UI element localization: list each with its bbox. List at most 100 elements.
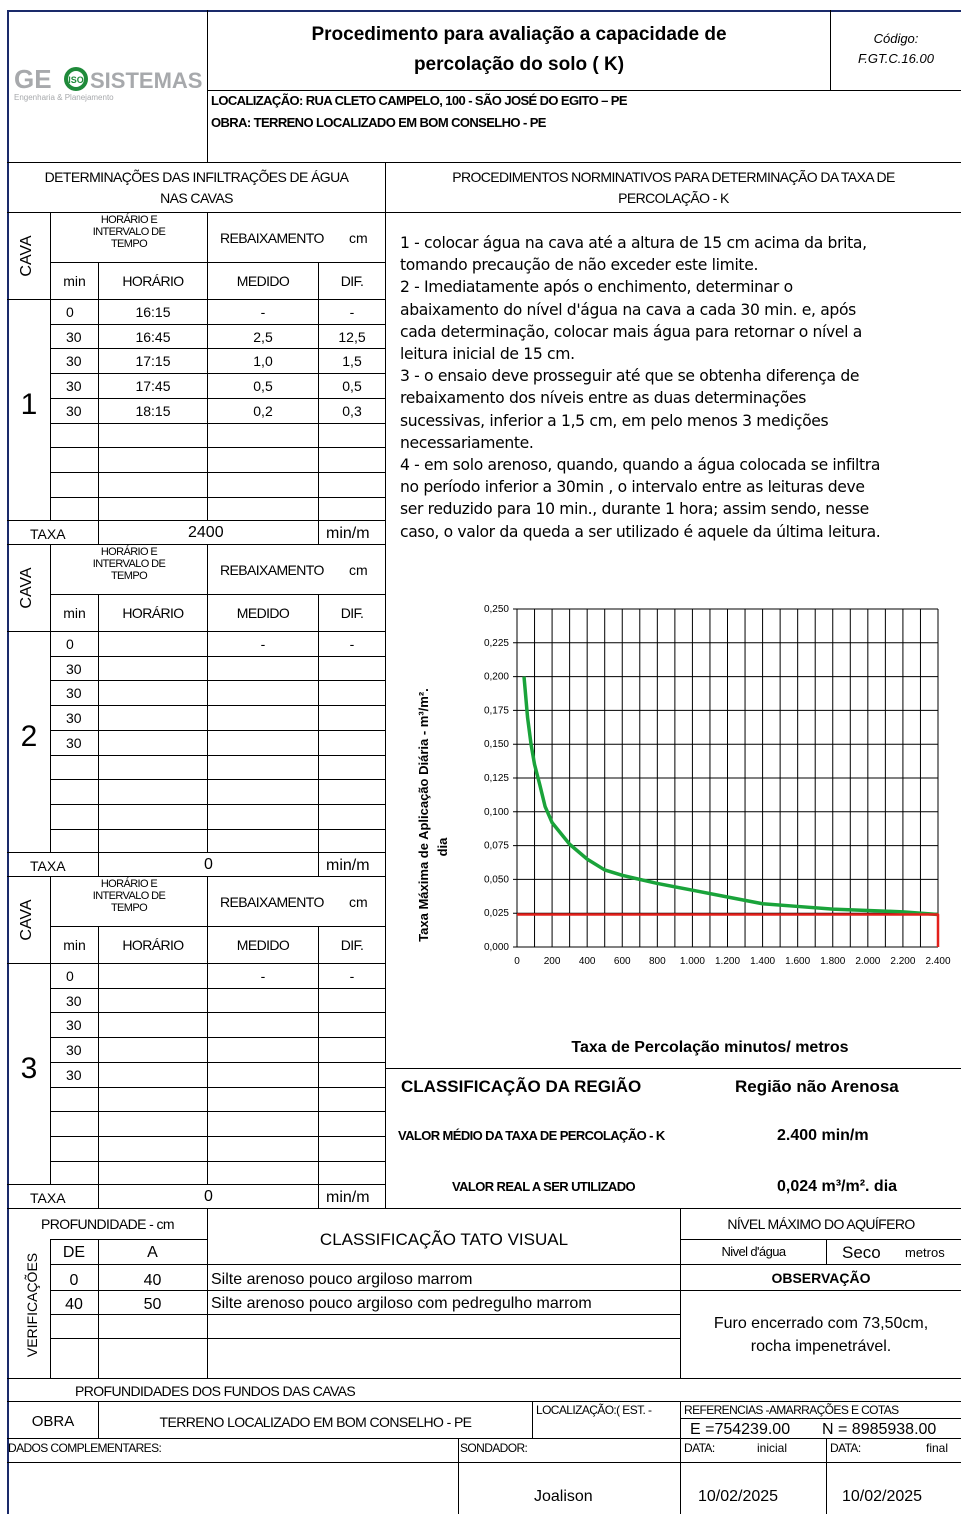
dados-complementares: DADOS COMPLEMENTARES: xyxy=(8,1441,162,1455)
cava1-hi-line2: INTERVALO DE xyxy=(92,226,166,238)
cava2-cava-number: 2 xyxy=(20,720,38,753)
x-tick-label: 600 xyxy=(614,956,631,967)
cava2-row-line xyxy=(50,829,385,830)
top-border xyxy=(7,10,961,12)
cava3-taxa-value: 0 xyxy=(204,1188,213,1205)
y-tick-label: 0,250 xyxy=(484,604,509,615)
x-tick-label: 1.800 xyxy=(820,956,845,967)
procedure-line: 2 - Imediatamente após o enchimento, det… xyxy=(400,278,793,297)
left-header-line1: DETERMINAÇÕES DAS INFILTRAÇÕES DE ÁGUA xyxy=(44,169,349,185)
cava3-row-min: 30 xyxy=(66,1067,82,1083)
cava1-row-horario: 16:45 xyxy=(135,329,171,345)
observacao-header: OBSERVAÇÃO xyxy=(771,1270,871,1286)
data-inicial-value: 10/02/2025 xyxy=(698,1488,779,1505)
cava1-rebaixamento-label: REBAIXAMENTO xyxy=(220,230,324,246)
cava3-cava-number: 3 xyxy=(20,1052,38,1085)
footer-obra-value: TERRENO LOCALIZADO EM BOM CONSELHO - PE xyxy=(159,1414,472,1430)
procedure-line: caso, o valor da queda a ser utilizado é… xyxy=(400,522,881,541)
cava2-row-line xyxy=(50,779,385,780)
cava2-medido-header: MEDIDO xyxy=(236,605,290,621)
cava2-row-line xyxy=(50,730,385,731)
cava3-taxa-label: TAXA xyxy=(30,1190,66,1206)
cava3-hdr-divider xyxy=(50,926,385,927)
cava2-v-cava xyxy=(50,544,51,852)
cava1-row-horario: 17:15 xyxy=(135,353,171,369)
sondador-value: Joalison xyxy=(534,1488,593,1505)
sondador-label: SONDADOR: xyxy=(460,1441,528,1455)
cava1-v-horario xyxy=(207,212,208,520)
cava2-taxa-unit: min/m xyxy=(326,857,370,874)
cava1-hi-line1: HORÁRIO E xyxy=(100,214,158,226)
verificacoes-side-label: VERIFICAÇÕES xyxy=(24,1252,40,1358)
cava3-row-min: 30 xyxy=(66,993,82,1009)
cava3-row-line xyxy=(50,1012,385,1013)
procedure-line: 4 - em solo arenoso, quando, quando a ág… xyxy=(400,456,881,475)
cava2-row-line xyxy=(50,656,385,657)
valor-real-label: VALOR REAL A SER UTILIZADO xyxy=(452,1179,636,1194)
x-tick-label: 200 xyxy=(544,956,561,967)
y-tick-label: 0,175 xyxy=(484,705,509,716)
cava2-row-medido: - xyxy=(260,636,266,652)
cava2-row-min: 30 xyxy=(66,661,82,677)
row2-desc: Silte arenoso pouco argiloso com pedregu… xyxy=(211,1295,592,1312)
x-tick-label: 1.400 xyxy=(750,956,775,967)
procedure-line: 1 - colocar água na cava até a altura de… xyxy=(400,234,867,252)
row1-a: 40 xyxy=(143,1272,162,1289)
footer-obra-label: OBRA xyxy=(31,1413,75,1430)
cava1-row-min: 30 xyxy=(66,353,82,369)
cava1-row-line xyxy=(50,472,385,473)
cava2-row-min: 0 xyxy=(66,636,74,652)
cava1-row-medido: - xyxy=(260,304,266,320)
cava2-taxa-value: 0 xyxy=(204,856,213,873)
data-final-label: DATA: xyxy=(830,1441,861,1455)
cava1-hdr-bottom xyxy=(7,299,385,300)
y-tick-label: 0,200 xyxy=(484,672,509,683)
cava3-taxa-unit: min/m xyxy=(326,1189,370,1206)
cava3-v-horario xyxy=(207,876,208,1184)
cava3-dif-header: DIF. xyxy=(340,937,364,953)
cava2-row-min: 30 xyxy=(66,710,82,726)
cava3-v-cava xyxy=(50,876,51,1184)
procedure-line: rebaixamento dos níveis entre as duas de… xyxy=(400,389,807,408)
cava2-body-bottom xyxy=(7,852,385,853)
company-logo: GE ISO SISTEMAS Engenharia & Planejament… xyxy=(12,60,204,110)
y-axis-label-line2: dia xyxy=(435,837,450,857)
coord-e: E =754239.00 xyxy=(690,1421,791,1438)
logo-subtitle: Engenharia & Planejamento xyxy=(14,93,114,102)
x-tick-label: 800 xyxy=(649,956,666,967)
right-header-line1: PROCEDIMENTOS NORMINATIVOS PARA DETERMIN… xyxy=(452,169,895,185)
cava1-row-line xyxy=(50,423,385,424)
cava3-horario-header: HORÁRIO xyxy=(122,937,184,953)
cava1-v-cava xyxy=(50,212,51,520)
data-final-value: 10/02/2025 xyxy=(842,1488,923,1505)
cava1-row-medido: 2,5 xyxy=(253,329,273,345)
y-tick-label: 0,125 xyxy=(484,773,509,784)
metros-unit: metros xyxy=(905,1245,945,1260)
cava3-row-min: 30 xyxy=(66,1042,82,1058)
procedure-line: sucessivas, inferior a 1,5 cm, em pelo m… xyxy=(400,411,829,430)
series-line-green xyxy=(522,676,939,917)
data-inicial-label: DATA: xyxy=(684,1441,715,1455)
cava3-medido-header: MEDIDO xyxy=(236,937,290,953)
code-label: Código: xyxy=(873,31,919,46)
cava2-min-header: min xyxy=(63,605,86,621)
x-tick-label: 2.200 xyxy=(890,956,915,967)
cava1-body-bottom xyxy=(7,520,385,521)
y-tick-label: 0,050 xyxy=(484,874,509,885)
cava3-row-min: 30 xyxy=(66,1017,82,1033)
profundidades-label: PROFUNDIDADES DOS FUNDOS DAS CAVAS xyxy=(75,1383,356,1399)
cava3-min-header: min xyxy=(63,937,86,953)
title-line1: Procedimento para avaliação a capacidade… xyxy=(311,24,727,45)
row2-de: 40 xyxy=(65,1296,83,1313)
cava3-hi-line1: HORÁRIO E xyxy=(100,878,158,890)
cava1-cava-number: 1 xyxy=(20,388,38,421)
cava1-row-dif: 1,5 xyxy=(342,353,362,369)
footer-localizacao-est: LOCALIZAÇÃO:( EST. - xyxy=(536,1403,652,1417)
cava1-row-line xyxy=(50,497,385,498)
cava3-row-line xyxy=(50,1062,385,1063)
cava2-hdr-bottom xyxy=(7,631,385,632)
svg-text:SISTEMAS: SISTEMAS xyxy=(90,68,202,93)
cava2-horario-header: HORÁRIO xyxy=(122,605,184,621)
y-tick-label: 0,025 xyxy=(484,908,509,919)
left-header-line2: NAS CAVAS xyxy=(160,190,233,206)
